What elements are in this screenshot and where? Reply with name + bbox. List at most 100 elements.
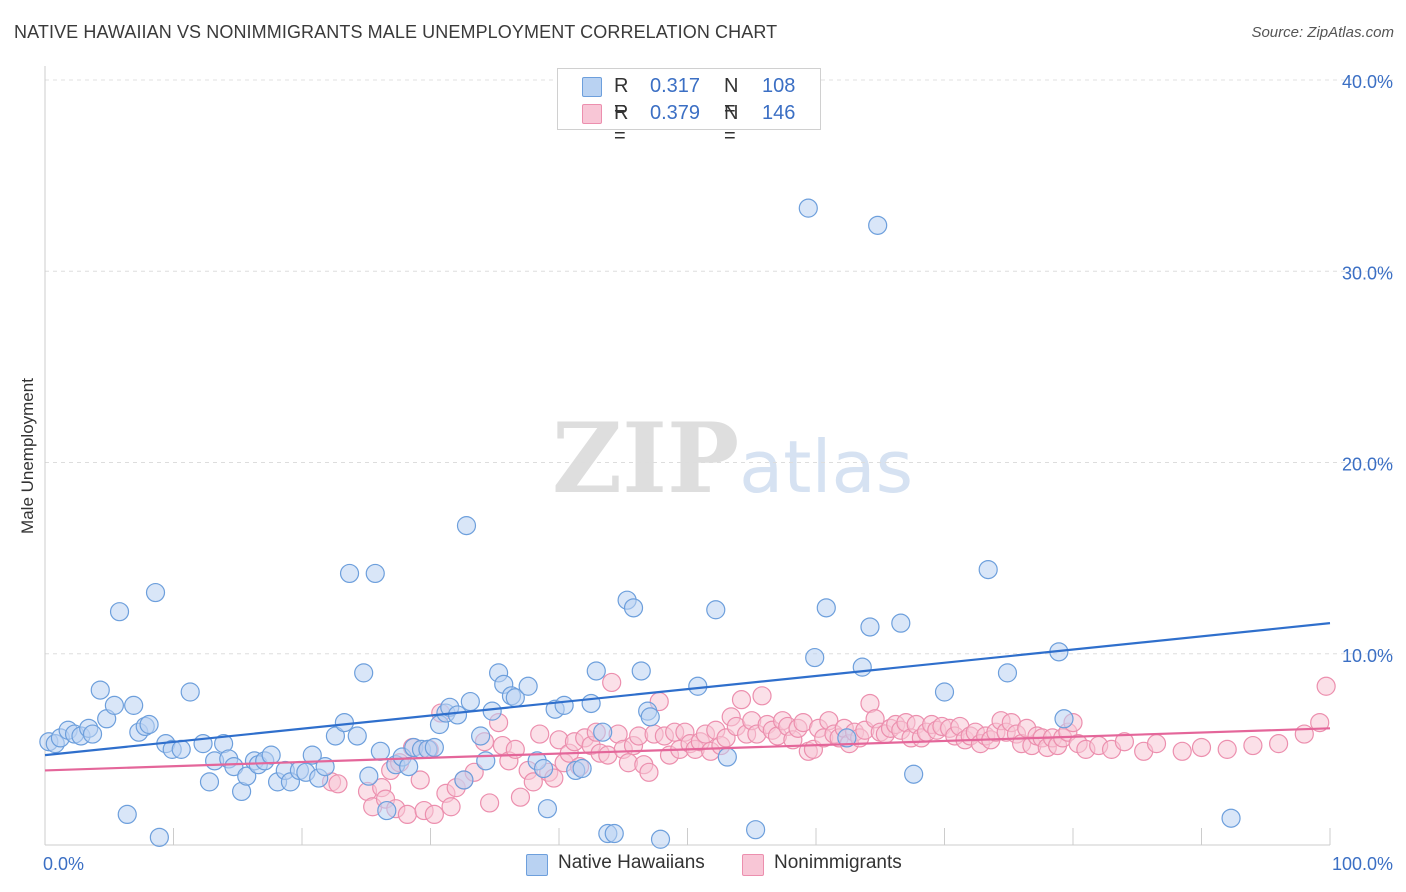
native-hawaiian-point bbox=[370, 741, 390, 761]
nonimmigrant-point bbox=[510, 787, 531, 807]
native-hawaiian-point bbox=[868, 215, 888, 235]
native-hawaiian-point bbox=[482, 701, 502, 721]
nonimmigrant-point bbox=[1243, 735, 1263, 756]
native-hawaiian-point bbox=[798, 198, 818, 218]
native-hawaiian-point bbox=[199, 772, 220, 792]
legend-swatch-native-hawaiians bbox=[582, 77, 602, 97]
native-hawaiian-point bbox=[581, 693, 601, 714]
native-hawaiian-point bbox=[334, 712, 355, 733]
native-hawaiian-point bbox=[623, 598, 644, 618]
nonimmigrant-point bbox=[1316, 676, 1336, 696]
native-hawaiian-point bbox=[460, 691, 480, 712]
native-hawaiian-point bbox=[302, 745, 322, 765]
native-hawaiian-point bbox=[347, 726, 367, 746]
nonimmigrant-point bbox=[1172, 741, 1192, 761]
x-tick-label: 0.0% bbox=[43, 854, 84, 874]
correlation-legend: R = 0.317 N = 108 R = 0.379 N = 146 bbox=[557, 68, 821, 147]
native-hawaiian-point bbox=[631, 661, 651, 681]
native-hawaiian-point bbox=[454, 770, 474, 790]
native-hawaiian-point bbox=[852, 657, 872, 677]
legend-label-native-hawaiians: Native Hawaiians bbox=[558, 852, 705, 873]
native-hawaiian-point bbox=[837, 728, 857, 748]
native-hawaiian-point bbox=[816, 598, 836, 618]
legend-swatch-native-hawaiians bbox=[526, 854, 548, 876]
nonimmigrant-point bbox=[530, 724, 550, 744]
nonimmigrant-point bbox=[1114, 732, 1135, 752]
nonimmigrant-point bbox=[397, 804, 417, 825]
native-hawaiian-point bbox=[124, 695, 144, 715]
native-hawaiian-point bbox=[476, 751, 496, 771]
native-hawaiian-point bbox=[109, 602, 130, 622]
nonimmigrant-point bbox=[328, 774, 348, 794]
native-hawaiian-point bbox=[805, 647, 825, 668]
legend-r-value: 0.379 bbox=[650, 102, 701, 124]
native-hawaiian-point bbox=[593, 722, 613, 742]
native-hawaiian-point bbox=[424, 737, 444, 758]
legend-r-label: R = bbox=[614, 75, 629, 120]
native-hawaiian-point bbox=[554, 695, 574, 715]
native-hawaiian-point bbox=[706, 600, 726, 620]
native-hawaiian-point bbox=[90, 680, 110, 700]
watermark: ZIPatlas bbox=[552, 402, 913, 515]
native-hawaiian-point bbox=[456, 516, 477, 536]
legend-n-value: 146 bbox=[762, 102, 796, 124]
native-hawaiian-point bbox=[533, 758, 554, 779]
native-hawaiian-point bbox=[82, 724, 103, 744]
native-hawaiian-point bbox=[537, 799, 558, 819]
native-hawaiian-point bbox=[354, 663, 374, 683]
legend-label-nonimmigrants: Nonimmigrants bbox=[774, 852, 902, 873]
nonimmigrant-point bbox=[410, 770, 430, 790]
native-hawaiian-point bbox=[171, 739, 191, 759]
watermark-atlas: atlas bbox=[739, 425, 914, 509]
native-hawaiian-point bbox=[339, 563, 360, 584]
native-hawaiian-point bbox=[1221, 808, 1241, 828]
native-hawaiian-point bbox=[860, 617, 880, 637]
nonimmigrant-point bbox=[480, 793, 500, 813]
nonimmigrant-point bbox=[602, 672, 622, 693]
nonimmigrant-point bbox=[639, 762, 659, 782]
legend-r-value: 0.317 bbox=[650, 75, 701, 97]
native-hawaiian-point bbox=[104, 695, 124, 715]
native-hawaiian-point bbox=[261, 745, 281, 765]
y-tick-label: 20.0% bbox=[1342, 455, 1393, 475]
native-hawaiian-point bbox=[359, 766, 379, 786]
native-hawaiian-point bbox=[365, 563, 385, 584]
native-hawaiian-point bbox=[904, 764, 924, 784]
nonimmigrant-point bbox=[1146, 734, 1167, 754]
native-hawaiian-point bbox=[586, 661, 606, 681]
nonimmigrant-point bbox=[731, 690, 752, 710]
y-tick-label: 30.0% bbox=[1342, 263, 1393, 283]
native-hawaiian-point bbox=[997, 663, 1018, 683]
native-hawaiian-point bbox=[934, 682, 955, 702]
native-hawaiian-point bbox=[604, 823, 624, 844]
legend-r-label: R = bbox=[614, 102, 629, 147]
legend-n-label: N = bbox=[724, 75, 739, 120]
nonimmigrant-point bbox=[1294, 724, 1314, 744]
x-tick-label: 100.0% bbox=[1332, 854, 1393, 874]
native-hawaiian-point bbox=[325, 726, 346, 746]
native-hawaiian-point bbox=[145, 582, 166, 603]
native-hawaiian-point bbox=[518, 676, 538, 696]
nonimmigrant-point bbox=[441, 797, 461, 817]
nonimmigrant-point bbox=[1191, 737, 1212, 758]
native-hawaiian-point bbox=[471, 726, 491, 746]
legend-swatch-nonimmigrants bbox=[742, 854, 764, 876]
nonimmigrant-point bbox=[1310, 712, 1330, 733]
native-hawaiian-point bbox=[139, 714, 159, 735]
native-hawaiian-point bbox=[1054, 709, 1074, 729]
native-hawaiian-point bbox=[237, 766, 257, 786]
legend-swatch-nonimmigrants bbox=[582, 104, 602, 124]
nonimmigrant-point bbox=[424, 804, 444, 825]
native-hawaiian-point bbox=[688, 676, 708, 696]
native-hawaiian-point bbox=[891, 613, 911, 633]
native-hawaiian-point bbox=[572, 758, 592, 779]
native-hawaiian-point bbox=[640, 707, 660, 727]
nonimmigrant-point bbox=[752, 686, 772, 706]
native-hawaiian-point bbox=[717, 747, 737, 767]
native-hawaiian-point bbox=[224, 756, 244, 777]
native-hawaiian-point bbox=[180, 682, 200, 702]
native-hawaiian-point bbox=[978, 559, 998, 580]
native-hawaiian-point bbox=[117, 804, 137, 825]
nonimmigrant-trendline bbox=[44, 727, 1331, 772]
native-hawaiian-point bbox=[746, 820, 766, 840]
